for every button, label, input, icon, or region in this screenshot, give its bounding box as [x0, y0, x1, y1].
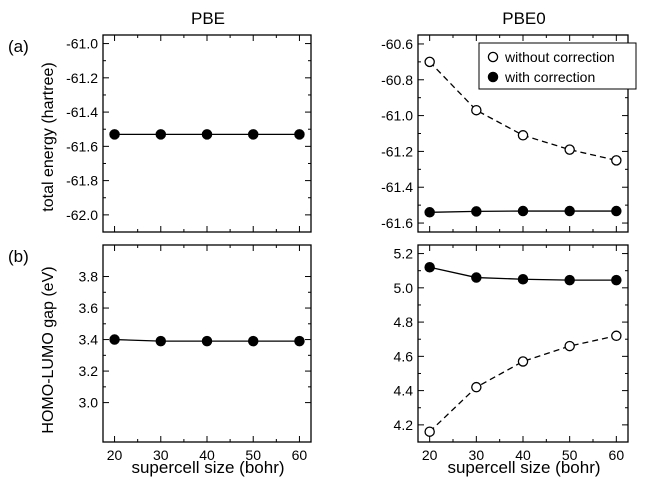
data-point-without-correction	[517, 356, 529, 367]
y-tick-label: -61.6	[66, 138, 98, 154]
legend-label-without-correction: without correction	[504, 49, 615, 65]
x-tick-label: 60	[292, 447, 308, 463]
series-line-without-correction	[429, 335, 617, 433]
legend-box	[478, 42, 637, 90]
y-tick-label: 3.2	[79, 363, 99, 379]
row-label-b: (b)	[8, 247, 29, 266]
panel-pbe-gap: 20 30 40 50 60 3.0 3.2 3.4 3.6 3.8	[79, 244, 312, 463]
x-tick-label: 30	[469, 447, 485, 463]
y-tick-label: -60.6	[381, 36, 413, 52]
y-tick-label: 3.8	[79, 269, 99, 285]
data-point-with-correction	[424, 207, 435, 218]
data-point-with-correction	[564, 274, 575, 286]
y-tick-label: -62.0	[66, 207, 98, 223]
legend-marker-without-correction	[487, 51, 499, 63]
y-tick-label: 3.6	[79, 300, 99, 316]
panel-pbe0-gap: 20 30 40 50 60 4.2 4.4 4.6 4.8 5.0 5.2	[394, 244, 629, 463]
y-tick-label: -61.4	[381, 179, 413, 195]
y-tick-label: -61.4	[66, 104, 98, 120]
xlabel-left: supercell size (bohr)	[131, 458, 284, 477]
x-tick-label: 50	[245, 447, 261, 463]
data-point-with-correction	[564, 205, 575, 217]
y-tick-label: 5.0	[394, 280, 414, 296]
data-point-series-0	[109, 334, 120, 345]
data-point-without-correction	[611, 155, 622, 166]
data-point-without-correction	[471, 104, 482, 116]
legend: without correction with correction	[478, 42, 637, 90]
data-point-without-correction	[424, 56, 435, 68]
data-point-series-0	[155, 129, 167, 140]
x-tick-label: 30	[153, 447, 169, 463]
x-tick-label: 20	[422, 447, 438, 463]
data-point-without-correction	[471, 381, 482, 393]
legend-label-with-correction: with correction	[504, 69, 595, 85]
column-title-pbe0: PBE0	[502, 9, 545, 28]
row-label-a: (a)	[8, 37, 29, 56]
x-tick-label: 40	[515, 447, 531, 463]
data-point-series-0	[155, 335, 167, 347]
x-tick-label: 60	[609, 447, 625, 463]
data-point-with-correction	[611, 274, 622, 286]
data-point-series-0	[294, 129, 305, 140]
data-point-with-correction	[471, 206, 482, 217]
y-tick-label: 4.4	[394, 383, 414, 399]
y-tick-label: -61.2	[381, 143, 413, 159]
panel-pbe0-energy: -61.6 -61.4 -61.2 -61.0 -60.8 -60.6	[381, 34, 629, 233]
y-tick-label: 4.6	[394, 348, 414, 364]
legend-marker-with-correction	[487, 71, 499, 83]
y-tick-label: 5.2	[394, 246, 414, 262]
x-tick-label: 20	[107, 447, 123, 463]
y-tick-label: 4.8	[394, 314, 414, 330]
data-point-with-correction	[517, 274, 529, 285]
data-point-with-correction	[611, 205, 622, 217]
column-title-pbe: PBE	[191, 9, 225, 28]
y-tick-label: -61.2	[66, 70, 98, 86]
x-tick-label: 50	[562, 447, 578, 463]
ylabel-total-energy: total energy (hartree)	[40, 62, 57, 211]
y-tick-label: -60.8	[381, 72, 413, 88]
y-tick-label: -61.0	[381, 108, 413, 124]
x-tick-label: 40	[199, 447, 215, 463]
data-point-without-correction	[564, 144, 575, 155]
data-point-with-correction	[471, 272, 482, 283]
panel-pbe-energy: -62.0 -61.8 -61.6 -61.4 -61.2 -61.0	[66, 34, 312, 233]
y-tick-label: 4.2	[394, 417, 414, 433]
data-point-series-0	[247, 335, 259, 347]
data-point-series-0	[201, 335, 213, 347]
data-point-series-0	[294, 335, 305, 347]
data-point-series-0	[201, 129, 213, 140]
ylabel-homo-lumo-gap: HOMO-LUMO gap (eV)	[40, 266, 57, 433]
data-point-series-0	[247, 129, 259, 140]
data-point-without-correction	[564, 340, 575, 352]
data-point-series-0	[109, 129, 120, 140]
y-tick-label: 3.4	[79, 332, 99, 348]
data-point-without-correction	[424, 426, 435, 437]
data-point-without-correction	[611, 330, 622, 342]
y-tick-label: 3.0	[79, 395, 99, 411]
data-point-without-correction	[517, 130, 529, 141]
y-tick-label: -61.6	[381, 215, 413, 231]
y-tick-label: -61.0	[66, 36, 98, 52]
y-tick-label: -61.8	[66, 173, 98, 189]
data-point-with-correction	[424, 262, 435, 273]
xlabel-right: supercell size (bohr)	[447, 458, 600, 477]
data-point-with-correction	[517, 205, 529, 217]
